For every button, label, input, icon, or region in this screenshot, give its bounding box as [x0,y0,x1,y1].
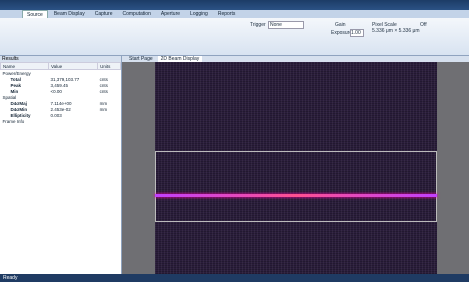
ribbon-tab[interactable]: Beam Display [50,10,89,18]
group-name: Frame Info [1,118,121,124]
gain-label: Gain [335,22,346,28]
title-bar [0,0,469,10]
document-tab[interactable]: Start Page [126,56,156,62]
column-header: Name [1,63,49,70]
group-row: Frame Info [1,118,121,124]
pixel-scale-value: 5.336 μm × 5.336 μm [372,28,420,34]
ribbon-tab[interactable]: Reports [214,10,240,18]
trigger-select[interactable]: None [268,21,304,29]
status-bar: Ready [0,274,469,282]
trigger-label: Trigger [250,22,266,28]
ribbon-tab[interactable]: Aperture [157,10,184,18]
app-window: SourceBeam DisplayCaptureComputationAper… [0,0,469,282]
ribbon-tab[interactable]: Source [22,10,48,18]
exposure-label: Exposure [331,30,352,36]
ribbon-tab[interactable]: Logging [186,10,212,18]
column-header: Units [98,63,121,70]
beam-line [155,194,437,197]
column-header: Value [48,63,97,70]
ribbon: Trigger None Gain Exposure 1.00 Pixel Sc… [0,18,469,56]
off-toggle[interactable]: Off [420,22,427,28]
ribbon-tab[interactable]: Capture [91,10,117,18]
exposure-input[interactable]: 1.00 [350,29,364,37]
ribbon-tab[interactable]: Computation [119,10,155,18]
aperture-box [155,151,437,222]
beam-display [155,62,437,274]
